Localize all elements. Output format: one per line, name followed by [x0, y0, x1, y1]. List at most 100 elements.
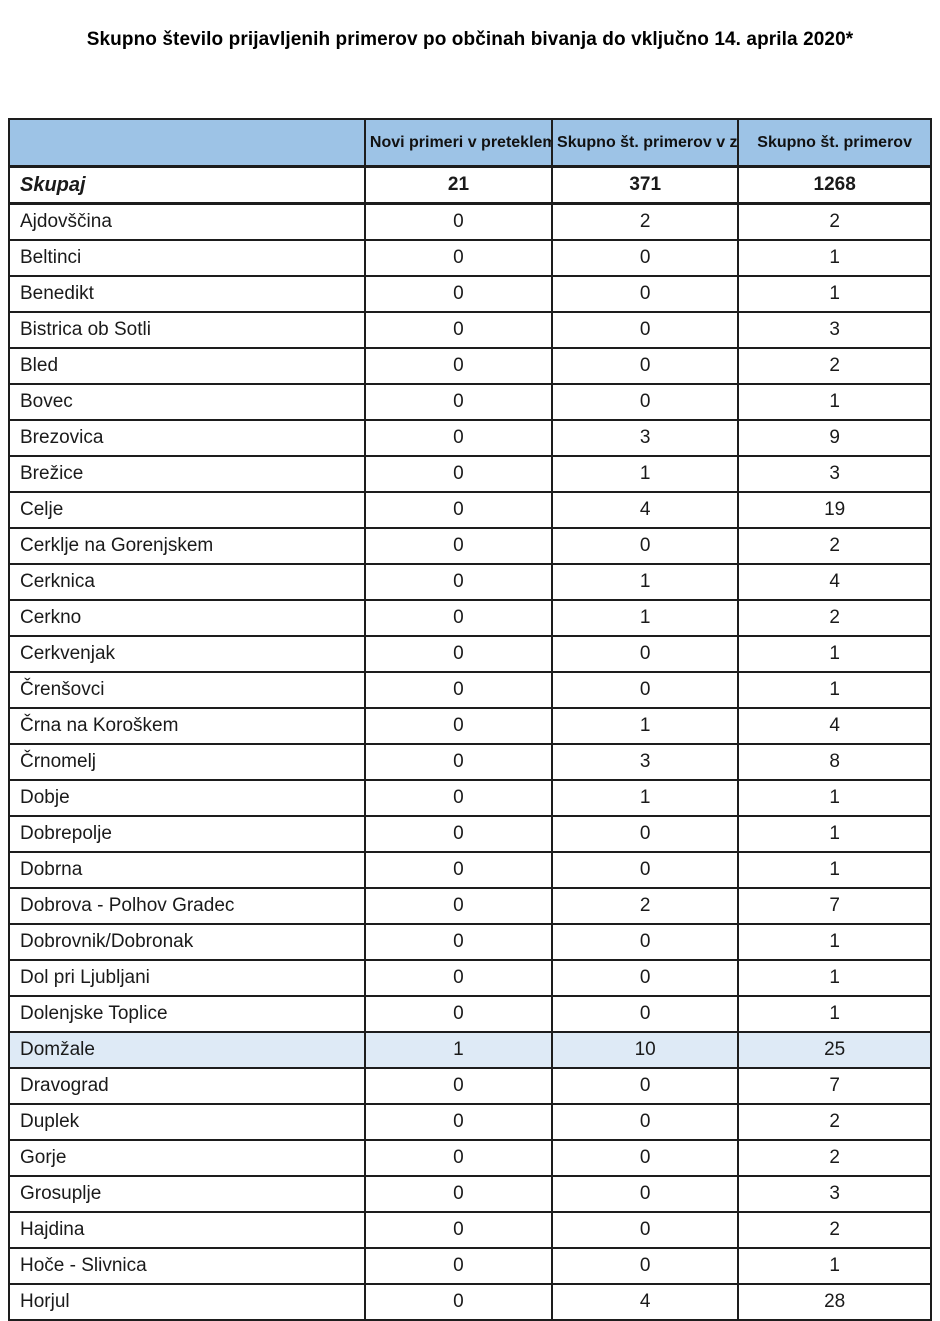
new-cases-previous-day-value: 1	[363, 1031, 554, 1069]
table-row: Brezovica 0 3 9	[8, 419, 932, 457]
table-row: Horjul 0 4 28	[8, 1283, 932, 1321]
last-14-days-value: 1	[551, 779, 740, 817]
last-14-days-value: 4	[551, 491, 740, 529]
municipality-name: Duplek	[8, 1103, 366, 1141]
table-row: Črna na Koroškem 0 1 4	[8, 707, 932, 745]
total-cases-value: 1	[737, 383, 932, 421]
table-row: Bled 0 0 2	[8, 347, 932, 385]
total-cases-value: 1	[737, 239, 932, 277]
last-14-days-value: 1	[551, 707, 740, 745]
total-cases-value: 2	[737, 1139, 932, 1177]
last-14-days-value: 10	[551, 1031, 740, 1069]
municipality-name: Dobje	[8, 779, 366, 817]
new-cases-previous-day-value: 0	[363, 887, 554, 925]
total-cases-value: 2	[737, 599, 932, 637]
table-row: Hoče - Slivnica 0 0 1	[8, 1247, 932, 1285]
last-14-days-value: 0	[551, 1139, 740, 1177]
table-row: Dobje 0 1 1	[8, 779, 932, 817]
new-cases-previous-day-value: 0	[363, 202, 554, 241]
new-cases-previous-day-value: 0	[363, 347, 554, 385]
table-row: Grosuplje 0 0 3	[8, 1175, 932, 1213]
new-cases-previous-day-value: 0	[363, 779, 554, 817]
total-cases-value: 2	[737, 527, 932, 565]
last-14-days-value: 1	[551, 563, 740, 601]
table-row: Celje 0 4 19	[8, 491, 932, 529]
table-row: Dravograd 0 0 7	[8, 1067, 932, 1105]
table-header-row: Novi primeri v preteklem dnevu Skupno št…	[8, 118, 932, 168]
total-new-cases-value: 21	[363, 165, 554, 205]
total-cases-value: 1	[737, 995, 932, 1033]
municipality-name: Dobrovnik/Dobronak	[8, 923, 366, 961]
last-14-days-value: 4	[551, 1283, 740, 1321]
total-cases-value: 1	[737, 959, 932, 997]
municipality-name: Brežice	[8, 455, 366, 493]
table-row: Domžale 1 10 25	[8, 1031, 932, 1069]
municipality-name: Črna na Koroškem	[8, 707, 366, 745]
table-row: Cerklje na Gorenjskem 0 0 2	[8, 527, 932, 565]
table-row: Brežice 0 1 3	[8, 455, 932, 493]
table-row: Bovec 0 0 1	[8, 383, 932, 421]
table-row: Bistrica ob Sotli 0 0 3	[8, 311, 932, 349]
last-14-days-value: 0	[551, 1211, 740, 1249]
header-total-cases: Skupno št. primerov	[737, 118, 932, 168]
total-cases-value: 19	[737, 491, 932, 529]
total-cases-value: 1	[737, 671, 932, 709]
last-14-days-value: 0	[551, 923, 740, 961]
table-row: Ajdovščina 0 2 2	[8, 202, 932, 241]
table-row: Dobrepolje 0 0 1	[8, 815, 932, 853]
table-row: Dobrna 0 0 1	[8, 851, 932, 889]
last-14-days-value: 3	[551, 419, 740, 457]
municipality-name: Brezovica	[8, 419, 366, 457]
municipality-name: Celje	[8, 491, 366, 529]
table-row: Dobrova - Polhov Gradec 0 2 7	[8, 887, 932, 925]
municipality-name: Hoče - Slivnica	[8, 1247, 366, 1285]
municipality-name: Horjul	[8, 1283, 366, 1321]
new-cases-previous-day-value: 0	[363, 959, 554, 997]
table-row: Črenšovci 0 0 1	[8, 671, 932, 709]
new-cases-previous-day-value: 0	[363, 275, 554, 313]
total-cases-value: 1	[737, 815, 932, 853]
total-last-14-days-value: 371	[551, 165, 740, 205]
new-cases-previous-day-value: 0	[363, 1211, 554, 1249]
municipality-name: Dobrova - Polhov Gradec	[8, 887, 366, 925]
page-title: Skupno število prijavljenih primerov po …	[86, 29, 854, 50]
new-cases-previous-day-value: 0	[363, 923, 554, 961]
total-cases-value: 1268	[737, 165, 932, 205]
last-14-days-value: 0	[551, 1175, 740, 1213]
new-cases-previous-day-value: 0	[363, 1247, 554, 1285]
last-14-days-value: 0	[551, 671, 740, 709]
municipality-name: Bled	[8, 347, 366, 385]
new-cases-previous-day-value: 0	[363, 491, 554, 529]
municipality-name: Dobrna	[8, 851, 366, 889]
municipality-name: Dol pri Ljubljani	[8, 959, 366, 997]
total-cases-value: 28	[737, 1283, 932, 1321]
table-row: Dolenjske Toplice 0 0 1	[8, 995, 932, 1033]
new-cases-previous-day-value: 0	[363, 1175, 554, 1213]
total-cases-value: 1	[737, 923, 932, 961]
new-cases-previous-day-value: 0	[363, 707, 554, 745]
last-14-days-value: 0	[551, 995, 740, 1033]
table-row: Beltinci 0 0 1	[8, 239, 932, 277]
table-row: Cerkno 0 1 2	[8, 599, 932, 637]
table-row: Gorje 0 0 2	[8, 1139, 932, 1177]
total-cases-value: 1	[737, 1247, 932, 1285]
last-14-days-value: 0	[551, 383, 740, 421]
total-cases-value: 3	[737, 455, 932, 493]
municipality-name: Gorje	[8, 1139, 366, 1177]
last-14-days-value: 0	[551, 1247, 740, 1285]
total-cases-value: 1	[737, 635, 932, 673]
municipality-name: Črenšovci	[8, 671, 366, 709]
table-row: Cerknica 0 1 4	[8, 563, 932, 601]
total-cases-value: 1	[737, 779, 932, 817]
total-cases-value: 3	[737, 311, 932, 349]
total-cases-value: 8	[737, 743, 932, 781]
last-14-days-value: 0	[551, 635, 740, 673]
last-14-days-value: 0	[551, 815, 740, 853]
last-14-days-value: 2	[551, 887, 740, 925]
table-row: Hajdina 0 0 2	[8, 1211, 932, 1249]
table-row: Benedikt 0 0 1	[8, 275, 932, 313]
new-cases-previous-day-value: 0	[363, 995, 554, 1033]
new-cases-previous-day-value: 0	[363, 599, 554, 637]
table-row: Duplek 0 0 2	[8, 1103, 932, 1141]
total-row-label: Skupaj	[8, 165, 366, 205]
